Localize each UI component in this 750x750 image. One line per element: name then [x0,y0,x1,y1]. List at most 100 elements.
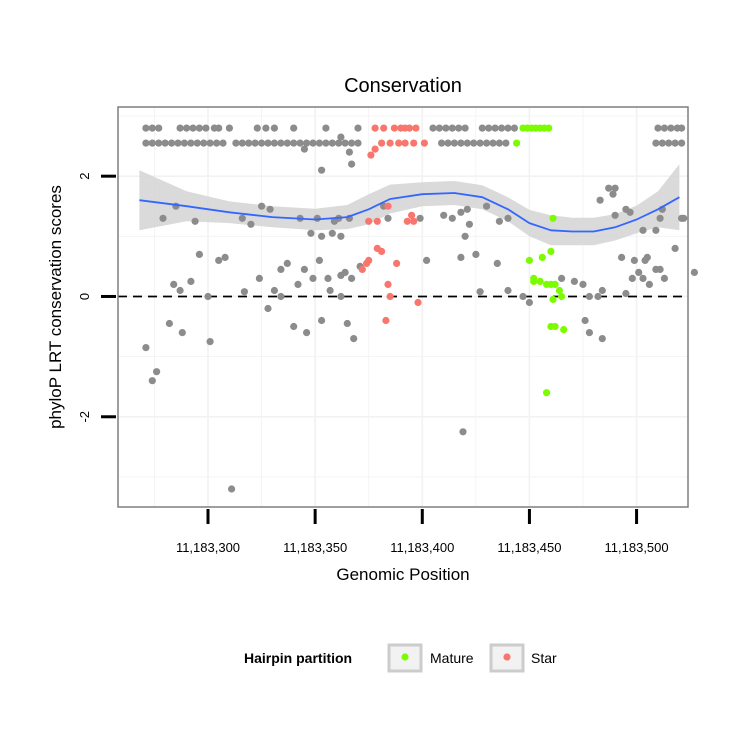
data-point-star [393,259,401,267]
data-point-other [178,329,186,337]
data-point-other [328,139,336,147]
y-tick-label: 2 [77,173,92,180]
y-tick-label: -2 [77,411,92,423]
data-point-other [461,232,469,240]
data-point-other [204,292,212,301]
data-point-other [300,265,308,273]
data-point-other [465,220,473,228]
x-tick-label: 11,183,350 [283,540,347,555]
data-point-other [354,139,362,147]
data-point-other [435,124,443,132]
data-point-other [491,124,499,132]
data-point-other [335,139,343,147]
data-point-other [448,214,456,222]
legend-swatch-mature [401,653,409,661]
data-point-star [373,217,381,225]
chart-title: Conservation [344,75,462,97]
data-point-other [176,124,184,132]
data-point-star [410,217,418,225]
data-point-star [395,139,403,147]
data-point-other [384,214,392,222]
data-point-other [161,139,169,147]
data-point-other [429,124,437,132]
data-point-other [470,139,478,147]
data-point-mature [525,256,534,264]
data-point-other [461,124,469,132]
data-point-other [258,139,266,147]
data-point-other [290,322,298,331]
data-point-other [345,148,353,156]
data-point-other [283,259,291,267]
data-point-other [585,292,594,301]
data-point-star [412,124,420,132]
data-point-other [326,286,334,295]
data-point-other [341,268,349,276]
data-point-other [153,368,161,376]
data-point-other [478,124,486,132]
data-point-other [504,286,512,295]
data-point-other [215,124,223,132]
data-point-other [585,329,594,337]
data-point-other [463,205,471,213]
data-point-other [251,139,259,147]
data-point-other [489,139,497,147]
data-point-other [502,139,510,147]
data-point-other [318,316,326,325]
legend-key-mature [387,643,423,673]
data-point-other [168,139,176,147]
data-point-star [390,124,398,132]
data-point-other [667,124,675,132]
data-point-other [219,139,227,147]
data-point-other [690,268,699,276]
data-point-other [510,124,518,132]
data-point-other [678,124,686,132]
data-point-star [408,211,416,219]
data-point-other [221,253,229,261]
data-point-other [315,139,323,147]
data-point-other [232,139,240,147]
plot-border [117,106,689,508]
legend-label-star: Star [531,650,557,666]
legend-item-star: Star [489,643,557,673]
data-point-other [337,232,345,240]
data-point-other [148,124,156,132]
data-point-star [401,139,409,147]
data-point-other [180,139,188,147]
data-point-other [455,124,463,132]
data-point-other [264,304,272,313]
data-point-other [450,139,458,147]
data-point-other [238,214,246,222]
data-point-other [277,139,285,147]
data-point-other [266,205,274,213]
data-point-other [483,139,491,147]
data-point-star [386,139,394,147]
data-point-star [371,124,379,132]
data-points [142,124,699,493]
data-point-other [193,139,201,147]
data-point-other [324,274,332,282]
data-point-other [206,139,214,147]
data-point-other [328,229,336,237]
data-point-other [213,139,221,147]
data-point-other [598,335,606,343]
legend-label-mature: Mature [430,650,474,666]
data-point-other [322,124,330,132]
data-point-other [504,124,512,132]
data-point-other [504,214,512,222]
data-point-other [483,202,491,210]
data-point-star [367,151,375,159]
data-point-other [457,208,465,216]
data-point-other [354,124,362,132]
data-point-other [680,214,688,222]
data-point-star [403,217,411,225]
data-point-star [365,217,373,225]
legend: Hairpin partition Mature Star [244,643,557,673]
data-point-other [183,124,191,132]
y-axis-label: phyloP LRT conservation scores [46,185,65,429]
data-point-other [665,139,673,147]
data-point-mature [545,124,553,132]
data-point-star [363,259,371,267]
data-point-other [643,253,651,261]
data-point-other [656,265,664,273]
data-point-other [142,139,150,147]
